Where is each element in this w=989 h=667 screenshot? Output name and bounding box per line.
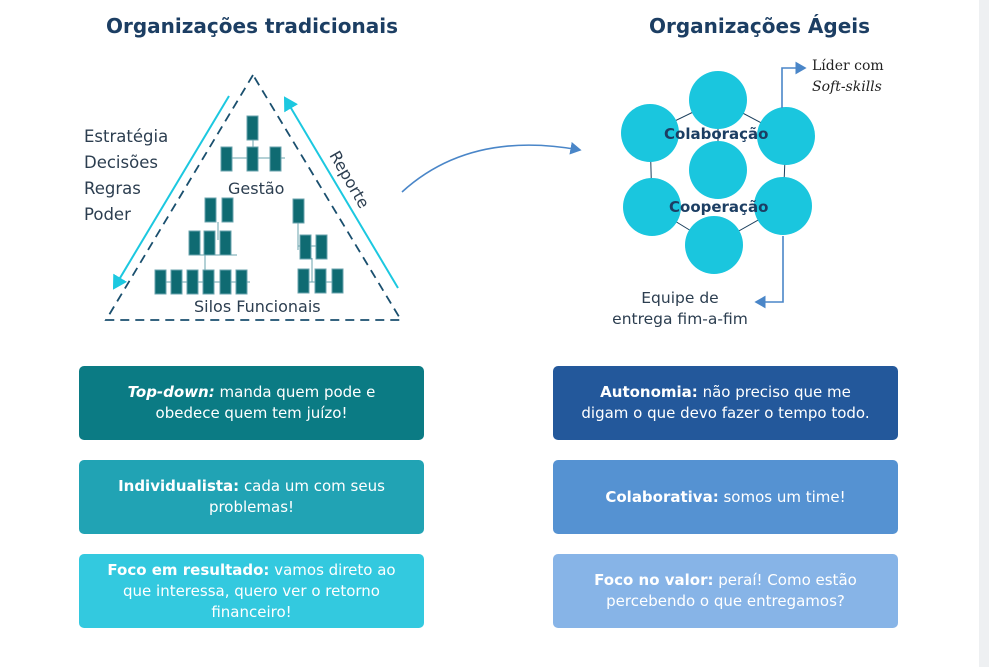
leader-line2: Soft-skills bbox=[812, 79, 882, 95]
card-heading: Autonomia: bbox=[600, 383, 698, 401]
card-individualista: Individualista: cada um com seus problem… bbox=[79, 460, 424, 534]
page-edge bbox=[979, 0, 989, 667]
agile-title: Organizações Ágeis bbox=[649, 14, 871, 38]
silos-label: Silos Funcionais bbox=[194, 297, 321, 316]
gestao-label: Gestão bbox=[228, 179, 285, 198]
card-foco-valor: Foco no valor: peraí! Como estão percebe… bbox=[553, 554, 898, 628]
card-text: somos um time! bbox=[718, 487, 846, 506]
list-item: Regras bbox=[84, 179, 141, 198]
traditional-title: Organizações tradicionais bbox=[106, 14, 398, 38]
dashed-triangle bbox=[104, 73, 403, 321]
top-down-arrow bbox=[112, 95, 230, 290]
leader-arrow bbox=[781, 61, 807, 108]
card-colaborativa: Colaborativa: somos um time! bbox=[553, 460, 898, 534]
report-up-arrow bbox=[283, 96, 399, 289]
team-label: Equipe de entrega fim-a-fim bbox=[600, 288, 760, 330]
card-heading: Colaborativa: bbox=[605, 487, 719, 506]
card-text: cada um com seus problemas! bbox=[208, 477, 385, 516]
card-autonomia: Autonomia: não preciso que me digam o qu… bbox=[553, 366, 898, 440]
colaboracao-label: Colaboração bbox=[664, 125, 769, 143]
card-text: não preciso que me digam o que devo faze… bbox=[581, 383, 870, 422]
power-list: Estratégia Decisões Regras Poder bbox=[84, 124, 168, 228]
team-line2: entrega fim-a-fim bbox=[612, 310, 748, 328]
card-top-down: Top-down: manda quem pode e obedece quem… bbox=[79, 366, 424, 440]
card-heading: Foco em resultado: bbox=[107, 560, 270, 579]
leader-label: Líder com Soft-skills bbox=[812, 56, 884, 98]
team-network bbox=[621, 71, 815, 274]
card-heading: Individualista: bbox=[118, 477, 240, 495]
card-heading: Foco no valor: bbox=[594, 571, 714, 589]
card-text: peraí! Como estão percebendo o que entre… bbox=[606, 571, 857, 610]
team-arrow bbox=[754, 236, 784, 309]
transition-arrow bbox=[401, 141, 582, 193]
card-heading: Top-down: bbox=[127, 383, 215, 401]
team-line1: Equipe de bbox=[641, 289, 719, 307]
card-text: manda quem pode e obedece quem tem juízo… bbox=[155, 383, 376, 422]
list-item: Estratégia bbox=[84, 127, 169, 146]
list-item: Decisões bbox=[84, 153, 158, 172]
org-chart bbox=[154, 115, 344, 295]
cooperacao-label: Cooperação bbox=[669, 198, 769, 216]
card-foco-resultado: Foco em resultado: vamos direto ao que i… bbox=[79, 554, 424, 628]
card-text: vamos direto ao que interessa, quero ver… bbox=[123, 560, 396, 621]
list-item: Poder bbox=[84, 205, 131, 224]
leader-line1: Líder com bbox=[812, 58, 884, 74]
